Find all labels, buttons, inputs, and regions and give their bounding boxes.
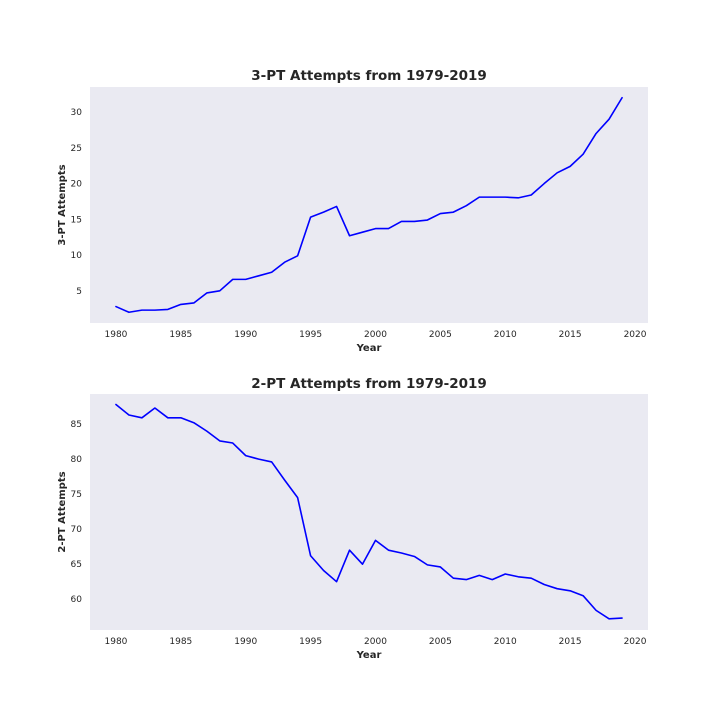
x-tick-label: 1990 — [234, 637, 257, 647]
x-tick-label: 1980 — [105, 637, 128, 647]
y-tick-label: 85 — [71, 420, 82, 430]
x-tick-label: 1995 — [299, 637, 322, 647]
y-tick-label: 25 — [71, 144, 82, 154]
x-tick-label: 1990 — [234, 330, 257, 340]
y-tick-label: 80 — [71, 455, 83, 465]
y-ticks: 5 10 15 20 25 30 — [71, 108, 83, 297]
y-tick-label: 5 — [76, 287, 82, 297]
x-tick-label: 2015 — [559, 637, 582, 647]
series-line — [115, 96, 623, 314]
y-tick-label: 70 — [71, 525, 83, 535]
x-tick-label: 2000 — [364, 637, 387, 647]
x-tick-label: 1985 — [169, 330, 192, 340]
x-ticks: 1980 1985 1990 1995 2000 2005 2010 2015 2020 — [105, 330, 647, 340]
chart-3pt-attempts: 3-PT Attempts from 1979-2019 Year 3-PT A… — [57, 68, 648, 354]
y-tick-label: 65 — [71, 560, 82, 570]
y-tick-label: 10 — [71, 251, 83, 261]
plot-area — [90, 394, 648, 630]
plot-area — [90, 87, 648, 323]
x-tick-label: 2005 — [429, 637, 452, 647]
chart-title: 3-PT Attempts from 1979-2019 — [251, 68, 487, 84]
x-axis-label: Year — [356, 343, 382, 354]
series-line — [115, 403, 623, 620]
x-tick-label: 1980 — [105, 330, 128, 340]
y-tick-label: 75 — [71, 490, 82, 500]
y-tick-label: 60 — [71, 595, 83, 605]
x-tick-label: 1985 — [169, 637, 192, 647]
y-tick-label: 15 — [71, 215, 82, 225]
chart-title: 2-PT Attempts from 1979-2019 — [251, 376, 487, 392]
x-tick-label: 2005 — [429, 330, 452, 340]
x-tick-label: 2010 — [494, 330, 517, 340]
x-tick-label: 2015 — [559, 330, 582, 340]
x-ticks: 1980 1985 1990 1995 2000 2005 2010 2015 2020 — [105, 637, 647, 647]
x-axis-label: Year — [356, 650, 382, 661]
x-tick-label: 2020 — [624, 637, 647, 647]
y-tick-label: 30 — [71, 108, 83, 118]
chart-2pt-attempts: 2-PT Attempts from 1979-2019 Year 2-PT A… — [57, 376, 648, 661]
y-ticks: 60 65 70 75 80 85 — [71, 420, 83, 605]
x-tick-label: 1995 — [299, 330, 322, 340]
series-lines — [115, 403, 623, 620]
y-tick-label: 20 — [71, 180, 83, 190]
x-tick-label: 2010 — [494, 637, 517, 647]
y-axis-label: 2-PT Attempts — [57, 471, 68, 552]
x-tick-label: 2020 — [624, 330, 647, 340]
x-tick-label: 2000 — [364, 330, 387, 340]
series-lines — [115, 96, 623, 314]
y-axis-label: 3-PT Attempts — [57, 164, 68, 245]
